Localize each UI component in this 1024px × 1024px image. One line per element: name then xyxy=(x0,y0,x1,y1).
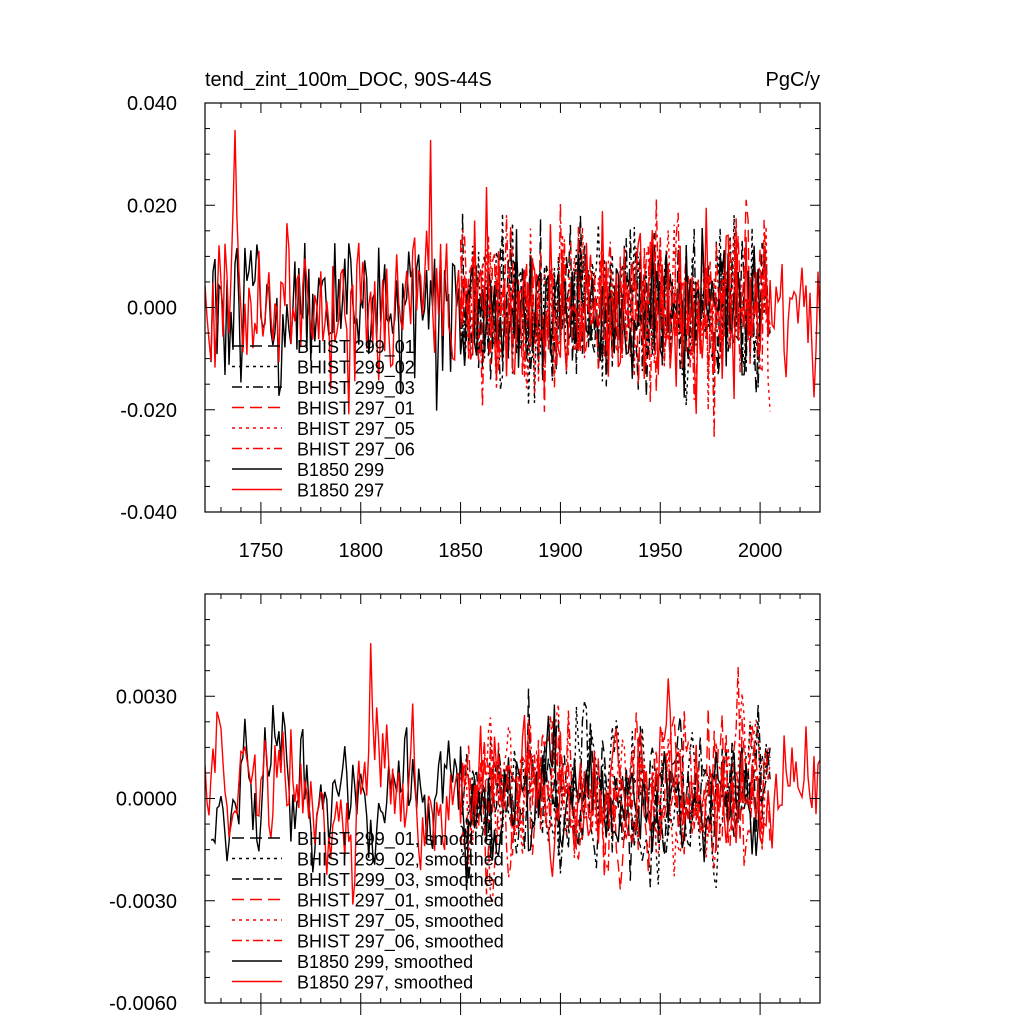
legend-label: BHIST 297_05 xyxy=(297,419,415,440)
units-label: PgC/y xyxy=(766,69,820,91)
panel-title: tend_zint_100m_DOC, 90S-44S xyxy=(205,69,492,91)
legend-label: BHIST 299_01 xyxy=(297,337,415,358)
bottom-panel: -0.0060 -0.0030 0.0000 0.0030 BHIST 299_01, … xyxy=(109,593,821,1015)
legend-label: B1850 299, smoothed xyxy=(297,952,473,972)
top-panel: tend_zint_100m_DOC, 90S-44S PgC/y -0.040… xyxy=(120,69,821,562)
legend-label: BHIST 297_06 xyxy=(297,440,415,461)
x-tick-label: 1950 xyxy=(638,540,683,562)
legend-label: BHIST 297_01, smoothed xyxy=(297,891,504,912)
legend-label: BHIST 297_05, smoothed xyxy=(297,911,504,932)
legend-label: B1850 297 xyxy=(297,481,384,501)
series-line-6 xyxy=(210,704,761,891)
legend-label: BHIST 297_06, smoothed xyxy=(297,932,504,953)
y-tick-label: 0.020 xyxy=(127,195,177,217)
y-tick-label: 0.0030 xyxy=(116,686,177,708)
x-tick-label: 1900 xyxy=(538,540,583,562)
y-tick-label: 0.0000 xyxy=(116,789,177,811)
legend-label: BHIST 299_03 xyxy=(297,378,415,399)
x-tick-label: 2000 xyxy=(738,540,783,562)
x-tick-label: 1750 xyxy=(239,540,284,562)
y-tick-label: -0.040 xyxy=(120,502,177,524)
y-tick-label: -0.020 xyxy=(120,400,177,422)
legend-label: B1850 297, smoothed xyxy=(297,973,473,993)
legend-label: BHIST 299_03, smoothed xyxy=(297,870,504,891)
series-line-7 xyxy=(205,129,820,415)
y-tick-label: -0.0030 xyxy=(109,891,177,913)
series-line-7 xyxy=(205,643,820,905)
y-tick-label: 0.040 xyxy=(127,93,177,115)
series-line-4 xyxy=(459,224,771,412)
series-group xyxy=(205,643,820,905)
series-group xyxy=(205,129,820,439)
legend-label: BHIST 299_02, smoothed xyxy=(297,850,504,871)
y-tick-label: 0.000 xyxy=(127,298,177,320)
x-tick-label: 1850 xyxy=(438,540,483,562)
legend-label: B1850 299 xyxy=(297,460,384,480)
legend-label: BHIST 299_02 xyxy=(297,358,415,379)
y-tick-label: -0.0060 xyxy=(109,993,177,1015)
x-tick-label: 1800 xyxy=(338,540,383,562)
legend-label: BHIST 299_01, smoothed xyxy=(297,829,504,850)
legend-label: BHIST 297_01 xyxy=(297,399,415,420)
